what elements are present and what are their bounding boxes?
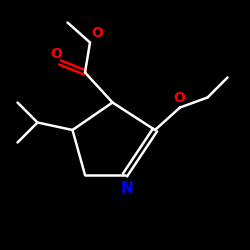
Text: O: O bbox=[173, 90, 185, 104]
Text: O: O bbox=[91, 26, 103, 40]
Text: O: O bbox=[50, 47, 62, 61]
Text: N: N bbox=[121, 181, 134, 196]
